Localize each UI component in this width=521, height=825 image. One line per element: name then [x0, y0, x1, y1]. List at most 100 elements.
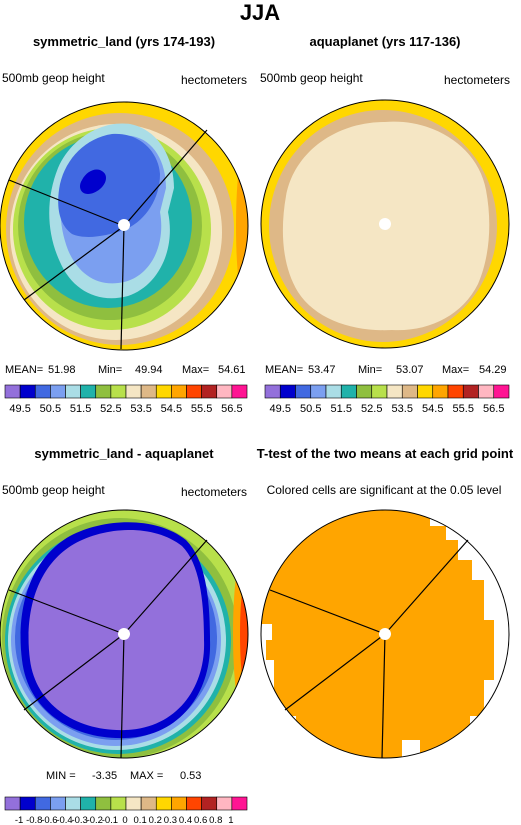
panel3-stats: MIN = -3.35 MAX = 0.53 [46, 770, 201, 782]
colorbar-box-2-2 [295, 384, 312, 399]
p4-outline [260, 509, 510, 759]
p3-outline [0, 509, 249, 759]
colorbar-box-3-9 [140, 796, 157, 811]
panel1-stats: MEAN= 51.98 Min= 49.94 Max= 54.61 [5, 364, 246, 376]
p1-min-value: 49.94 [135, 364, 163, 376]
colorbar-label-2-2: 51.5 [331, 403, 352, 415]
colorbar-box-1-7 [110, 384, 127, 399]
colorbar-box-3-14 [216, 796, 233, 811]
colorbar-box-1-5 [80, 384, 97, 399]
colorbar-box-3-4 [65, 796, 81, 811]
colorbar-box-3-13 [201, 796, 218, 811]
colorbar-box-2-6 [356, 384, 373, 399]
colorbar-box-1-12 [186, 384, 202, 399]
p1-pole [118, 219, 130, 231]
colorbar-box-1-9 [140, 384, 157, 399]
colorbar-label-3-10: 0.3 [164, 815, 177, 825]
p3-max-label: MAX = [130, 770, 163, 782]
colorbar-box-2-0 [264, 384, 281, 399]
colorbar-label-2-1: 50.5 [300, 403, 321, 415]
p1-band-darkblue [80, 169, 106, 194]
colorbar-box-2-14 [478, 384, 495, 399]
colorbar-box-3-0 [4, 796, 21, 811]
colorbar-label-3-6: -0.1 [102, 815, 118, 825]
p2-min-label: Min= [358, 364, 382, 376]
p3-band-purple [28, 530, 205, 731]
colorbar-label-3-0: -1 [15, 815, 23, 825]
colorbar-box-3-5 [80, 796, 97, 811]
colorbar-label-1-4: 53.5 [130, 403, 151, 415]
p3-max-value: 0.53 [180, 770, 201, 782]
panel1-right-label: hectometers [181, 73, 247, 87]
p1-min-label: Min= [98, 364, 122, 376]
colorbar-label-1-3: 52.5 [100, 403, 121, 415]
colorbar-box-1-10 [155, 384, 172, 399]
colorbar-label-2-4: 53.5 [392, 403, 413, 415]
panel3-right-label: hectometers [181, 485, 247, 499]
colorbar-label-3-1: -0.8 [26, 815, 42, 825]
colorbar-box-3-1 [19, 796, 36, 811]
colorbar-label-2-3: 52.5 [361, 403, 382, 415]
panel4-title: T-test of the two means at each grid poi… [257, 446, 514, 461]
colorbar-label-3-13: 0.8 [209, 815, 222, 825]
colorbar-box-1-6 [95, 384, 112, 399]
colorbar-box-1-11 [171, 384, 187, 399]
p1-land-lines [8, 129, 208, 350]
colorbar-box-2-11 [432, 384, 449, 399]
colorbar-box-1-4 [65, 384, 81, 399]
colorbar-box-3-12 [186, 796, 202, 811]
colorbar-label-3-11: 0.4 [179, 815, 192, 825]
colorbar-box-2-8 [386, 384, 403, 399]
colorbar-label-2-7: 56.5 [483, 403, 504, 415]
p3-min-value: -3.35 [92, 770, 117, 782]
colorbar-box-3-8 [125, 796, 142, 811]
p2-mean-value: 53.47 [308, 364, 336, 376]
figure-title: JJA [240, 0, 280, 25]
colorbar-box-2-13 [462, 384, 479, 399]
colorbar-label-2-6: 55.5 [453, 403, 474, 415]
panel3-left-label: 500mb geop height [2, 483, 105, 497]
colorbar-box-1-0 [4, 384, 21, 399]
colorbar-box-1-2 [34, 384, 51, 399]
p1-outline [0, 101, 249, 351]
colorbar-box-3-11 [171, 796, 187, 811]
colorbar-box-2-7 [371, 384, 388, 399]
p1-max-value: 54.61 [218, 364, 246, 376]
p2-min-value: 53.07 [396, 364, 424, 376]
p4-land-lines [269, 539, 469, 759]
colorbar-label-3-4: -0.3 [71, 815, 87, 825]
p3-pole [118, 628, 130, 640]
p2-pole [379, 218, 391, 230]
colorbar-label-1-1: 50.5 [40, 403, 61, 415]
colorbar-box-3-2 [34, 796, 51, 811]
colorbar-label-3-2: -0.6 [41, 815, 57, 825]
colorbar-box-3-15 [231, 796, 248, 811]
colorbar-label-3-3: -0.4 [56, 815, 72, 825]
colorbar-box-3-6 [95, 796, 112, 811]
colorbar-label-3-14: 1 [228, 815, 233, 825]
p1-mean-label: MEAN= [5, 364, 43, 376]
colorbar-box-1-13 [201, 384, 218, 399]
colorbar-label-1-5: 54.5 [161, 403, 182, 415]
panel2-title: aquaplanet (yrs 117-136) [309, 34, 460, 49]
colorbar-label-3-8: 0.1 [134, 815, 147, 825]
panel1-colorbar: 49.5 50.5 51.5 52.5 53.5 54.5 55.5 56.5 [4, 384, 248, 415]
colorbar-box-2-9 [401, 384, 418, 399]
panel2-stats: MEAN= 53.47 Min= 53.07 Max= 54.29 [265, 364, 507, 376]
p2-max-value: 54.29 [479, 364, 507, 376]
colorbar-box-2-3 [310, 384, 327, 399]
panel2-right-label: hectometers [444, 73, 510, 87]
p2-max-label: Max= [442, 364, 469, 376]
p1-mean-value: 51.98 [48, 364, 76, 376]
colorbar-label-3-7: 0 [122, 815, 127, 825]
colorbar-label-1-7: 56.5 [221, 403, 242, 415]
colorbar-box-3-7 [110, 796, 127, 811]
panel3-title: symmetric_land - aquaplanet [34, 446, 214, 461]
colorbar-box-2-1 [279, 384, 296, 399]
panel3-colorbar: -1 -0.8-0.6-0.4-0.3-0.2-0.1 0 0.1 0.2 0.3 0.4 0… [4, 796, 248, 825]
colorbar-label-3-9: 0.2 [149, 815, 162, 825]
p3-edge-red [240, 578, 248, 690]
colorbar-label-2-0: 49.5 [270, 403, 291, 415]
panel1-title: symmetric_land (yrs 174-193) [33, 34, 215, 49]
